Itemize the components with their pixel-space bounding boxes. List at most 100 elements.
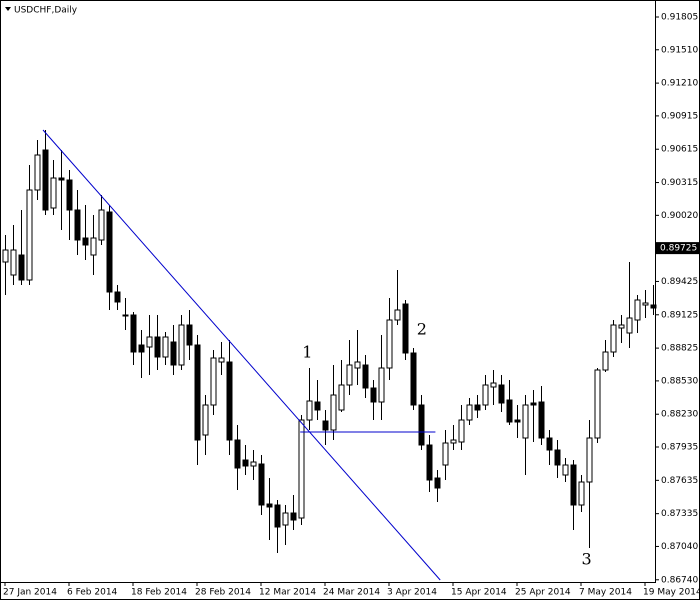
- candle-body: [434, 477, 441, 489]
- candle-body: [506, 399, 513, 423]
- candle-body: [578, 481, 585, 506]
- candle-body: [530, 402, 537, 406]
- candle-body: [178, 324, 185, 366]
- candle-body: [650, 304, 657, 309]
- price-marker-label: 0.89725: [660, 244, 697, 254]
- candle-body: [402, 303, 409, 354]
- candle-body: [338, 384, 345, 411]
- y-tick-label: 0.87335: [661, 509, 698, 519]
- candle-body: [266, 503, 273, 508]
- menu-arrow: [5, 7, 11, 11]
- annotation: 3: [582, 549, 592, 568]
- x-tick-label: 25 Apr 2014: [515, 588, 571, 598]
- y-tick-label: 0.88825: [661, 344, 698, 354]
- candle-body: [146, 336, 153, 348]
- candle-body: [226, 361, 233, 441]
- candle-body: [442, 442, 449, 466]
- candle-body: [130, 314, 137, 353]
- y-tick-label: 0.90020: [661, 211, 698, 221]
- candle-body: [50, 177, 57, 209]
- annotation: 2: [417, 319, 427, 338]
- candle-body: [90, 237, 97, 256]
- y-tick-label: 0.89425: [661, 277, 698, 287]
- candle-body: [474, 404, 481, 411]
- chart-title: USDCHF,Daily: [14, 6, 78, 16]
- x-tick-label: 24 Mar 2014: [323, 588, 380, 598]
- candle-body: [386, 319, 393, 369]
- x-tick-label: 19 May 2014: [643, 588, 700, 598]
- candle-body: [250, 461, 257, 467]
- candle-body: [106, 211, 113, 293]
- candle-body: [458, 419, 465, 443]
- candle-body: [98, 209, 105, 241]
- candle-body: [498, 384, 505, 404]
- candle-body: [58, 177, 65, 181]
- candle-body: [546, 437, 553, 451]
- candle-body: [378, 367, 385, 403]
- candle-body: [194, 344, 201, 441]
- candle-body: [82, 237, 89, 246]
- candle-body: [482, 384, 489, 406]
- candle-body: [586, 437, 593, 483]
- candle-body: [298, 419, 305, 519]
- candle-body: [538, 401, 545, 439]
- y-tick-label: 0.87040: [661, 542, 698, 552]
- y-tick-label: 0.91210: [661, 79, 698, 89]
- candle-body: [26, 189, 33, 281]
- candle-body: [122, 314, 129, 317]
- candle-body: [602, 351, 609, 371]
- candle-body: [306, 400, 313, 421]
- candle-body: [330, 394, 337, 431]
- candle-body: [466, 404, 473, 421]
- candle-body: [426, 444, 433, 481]
- candle-body: [74, 209, 81, 241]
- candle-body: [210, 357, 217, 406]
- candle-body: [362, 364, 369, 389]
- candle-body: [10, 249, 17, 276]
- candle-body: [490, 382, 497, 388]
- candle-body: [626, 317, 633, 334]
- x-tick-label: 27 Jan 2014: [3, 588, 57, 598]
- y-tick-label: 0.86740: [661, 575, 698, 585]
- candle-body: [258, 463, 265, 506]
- x-tick-label: 7 May 2014: [579, 588, 632, 598]
- candle-body: [322, 420, 329, 431]
- candle-body: [170, 341, 177, 366]
- y-tick-label: 0.87935: [661, 443, 698, 453]
- candle-body: [634, 299, 641, 321]
- candle-body: [410, 352, 417, 406]
- candle-body: [610, 324, 617, 353]
- candle-body: [138, 344, 145, 353]
- candle-body: [282, 512, 289, 526]
- y-tick-label: 0.91510: [661, 45, 698, 55]
- candle-body: [314, 401, 321, 411]
- candle-body: [346, 364, 353, 386]
- candle-body: [66, 179, 73, 211]
- candle-body: [562, 464, 569, 476]
- candle-body: [34, 154, 41, 191]
- candle-body: [570, 464, 577, 506]
- candle-body: [42, 149, 49, 211]
- candle-body: [242, 459, 249, 467]
- y-tick-label: 0.89125: [661, 310, 698, 320]
- candle-body: [154, 336, 161, 358]
- candle-body: [274, 504, 281, 528]
- y-tick-label: 0.90615: [661, 145, 698, 155]
- y-tick-label: 0.87635: [661, 476, 698, 486]
- candle-body: [554, 449, 561, 466]
- x-tick-label: 28 Feb 2014: [195, 588, 251, 598]
- y-tick-label: 0.91805: [661, 13, 698, 23]
- candle-body: [2, 249, 9, 263]
- x-tick-label: 15 Apr 2014: [451, 588, 507, 598]
- candle-body: [642, 302, 649, 306]
- y-tick-label: 0.90915: [661, 111, 698, 121]
- candle-body: [594, 369, 601, 439]
- candle-body: [162, 336, 169, 358]
- y-tick-label: 0.88230: [661, 410, 698, 420]
- candle-body: [522, 404, 529, 439]
- candle-body: [234, 439, 241, 469]
- trendline: [42, 129, 441, 581]
- candle-body: [186, 324, 193, 346]
